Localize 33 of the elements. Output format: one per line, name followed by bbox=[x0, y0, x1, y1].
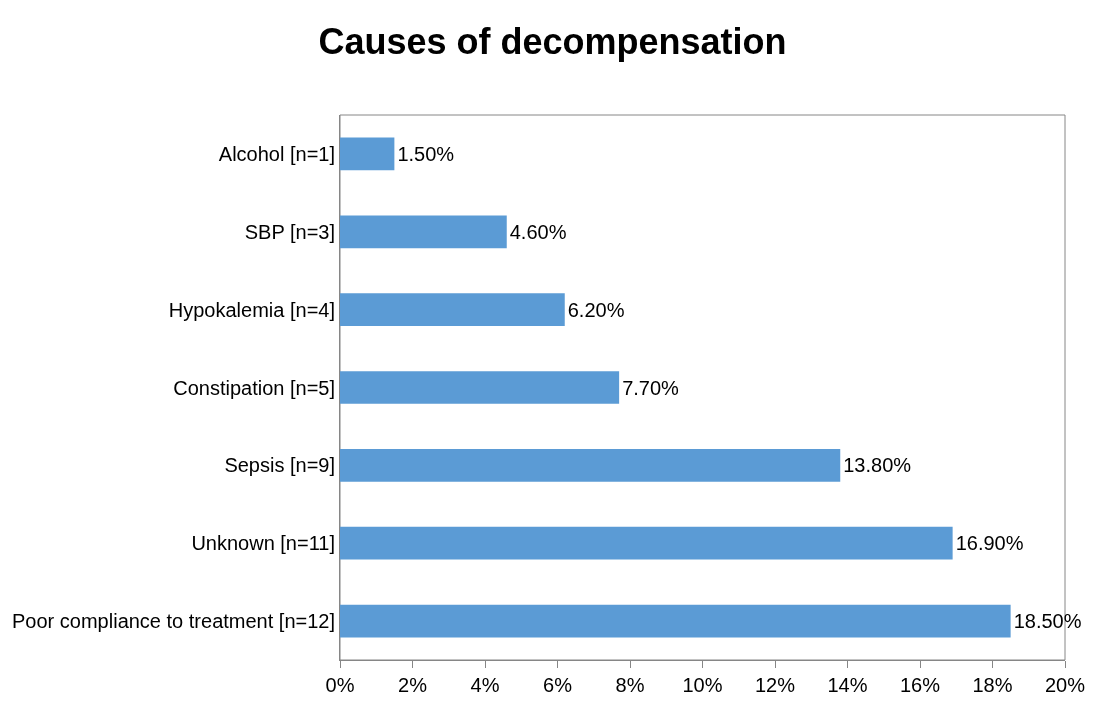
data-label: 13.80% bbox=[843, 454, 912, 477]
y-tick-label: Hypokalemia [n=4] bbox=[168, 298, 335, 321]
data-label: 6.20% bbox=[567, 298, 625, 321]
x-tick-label: 2% bbox=[398, 674, 428, 696]
x-tick-label: 14% bbox=[827, 674, 868, 696]
data-label: 1.50% bbox=[397, 142, 455, 165]
y-tick-label: Constipation [n=5] bbox=[173, 376, 335, 399]
y-tick-label: Sepsis [n=9] bbox=[224, 454, 335, 477]
x-tick-label: 8% bbox=[615, 674, 645, 696]
x-tick-label: 0% bbox=[325, 674, 355, 696]
data-label: 16.90% bbox=[955, 532, 1024, 555]
bar bbox=[340, 526, 953, 560]
x-tick-label: 16% bbox=[899, 674, 941, 696]
y-tick-label: SBP [n=3] bbox=[244, 220, 335, 243]
x-tick-label: 12% bbox=[754, 674, 796, 696]
x-tick-label: 18% bbox=[972, 674, 1013, 696]
data-label: 4.60% bbox=[509, 220, 567, 243]
bar bbox=[340, 371, 620, 404]
y-tick-label: Unknown [n=11] bbox=[191, 532, 335, 555]
bar bbox=[340, 293, 565, 326]
chart-title: Causes of decompensation bbox=[318, 20, 787, 62]
bar bbox=[340, 449, 841, 482]
data-label: 7.70% bbox=[622, 376, 680, 399]
x-tick-label: 4% bbox=[470, 674, 500, 696]
bar bbox=[340, 215, 507, 249]
y-tick-label: Poor compliance to treatment [n=12] bbox=[12, 610, 335, 633]
x-tick-label: 6% bbox=[543, 674, 573, 696]
bar bbox=[340, 137, 395, 171]
data-label: 18.50% bbox=[1013, 610, 1082, 633]
y-tick-label: Alcohol [n=1] bbox=[218, 142, 335, 165]
x-tick-label: 20% bbox=[1044, 674, 1086, 696]
x-tick-label: 10% bbox=[682, 674, 723, 696]
bar bbox=[340, 604, 1011, 638]
